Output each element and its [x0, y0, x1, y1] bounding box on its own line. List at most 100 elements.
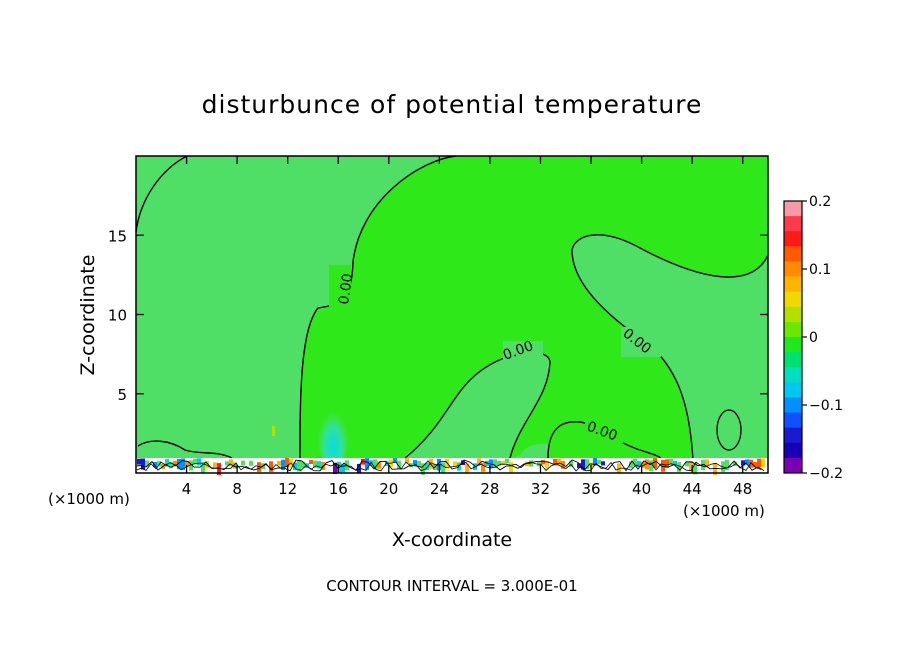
boundary-cell — [229, 459, 233, 467]
boundary-cell — [185, 460, 189, 467]
x-tick-label: 36 — [581, 480, 600, 498]
colorbar: 0.2 0.1 0 −0.1 −0.2 — [783, 194, 843, 482]
boundary-cell — [357, 463, 361, 474]
boundary-cell — [593, 458, 597, 466]
boundary-cell — [505, 458, 509, 464]
colorbar-tick-label: 0.2 — [809, 194, 831, 210]
colorbar-swatch — [784, 367, 802, 383]
boundary-cell — [501, 460, 505, 465]
boundary-cell — [277, 460, 281, 466]
boundary-cell — [225, 461, 229, 466]
contour-right — [571, 234, 769, 461]
contour-labels: 0.00 0.00 0.00 0.00 — [329, 265, 661, 444]
boundary-cell — [445, 458, 449, 469]
boundary-cell — [725, 459, 729, 471]
contour-interval-note: CONTOUR INTERVAL = 3.000E-01 — [326, 577, 577, 595]
boundary-cell — [629, 461, 633, 469]
boundary-cell — [169, 462, 173, 469]
boundary-cell — [257, 462, 261, 472]
boundary-cell — [361, 459, 365, 465]
colorbar-swatch — [784, 442, 802, 459]
boundary-cell — [569, 460, 573, 467]
boundary-cell — [597, 459, 601, 465]
chart-title: disturbunce of potential temperature — [202, 90, 703, 119]
boundary-cell — [589, 462, 593, 468]
boundary-cell — [665, 459, 669, 468]
boundary-cell — [513, 459, 517, 464]
colorbar-tick-label: 0 — [809, 330, 818, 346]
boundary-cell — [297, 460, 301, 472]
boundary-cell — [757, 458, 761, 468]
boundary-cell — [517, 463, 521, 475]
boundary-cell — [613, 463, 617, 470]
boundary-cell — [401, 458, 405, 466]
boundary-cell — [669, 458, 673, 465]
boundary-cell — [301, 461, 305, 468]
positive-region — [136, 156, 768, 460]
boundary-cell — [137, 458, 141, 465]
colorbar-swatch — [784, 321, 802, 338]
x-tick-label: 44 — [683, 480, 702, 498]
boundary-cell — [449, 461, 453, 469]
colorbar-tick-label: 0.1 — [809, 262, 831, 278]
x-tick-label: 20 — [379, 480, 398, 498]
boundary-cell — [465, 463, 469, 474]
boundary-cell — [245, 460, 249, 472]
boundary-cell — [413, 460, 417, 466]
boundary-cell — [441, 462, 445, 473]
x-tick-label: 32 — [531, 480, 550, 498]
boundary-cell — [749, 459, 753, 468]
boundary-cell — [285, 458, 289, 467]
x-tick-label: 28 — [480, 480, 499, 498]
boundary-cell — [621, 460, 625, 468]
x-tick-label: 4 — [182, 480, 192, 498]
colorbar-swatch — [784, 231, 802, 247]
boundary-cell — [661, 459, 665, 472]
boundary-cell — [601, 461, 605, 466]
boundary-cell — [453, 461, 457, 467]
colorbar-swatch — [784, 337, 802, 353]
boundary-cell — [529, 460, 533, 467]
boundary-contours — [136, 461, 762, 472]
boundary-cell — [197, 458, 201, 466]
boundary-cell — [273, 458, 277, 467]
boundary-cell — [545, 461, 549, 470]
y-tick-label: 10 — [108, 307, 127, 325]
contour-label: 0.00 — [336, 272, 356, 305]
boundary-cell — [549, 458, 553, 466]
boundary-cell — [193, 458, 197, 465]
cold-plume — [317, 397, 349, 467]
boundary-cell — [557, 458, 561, 466]
y-axis: 5 10 15 — [108, 227, 768, 404]
boundary-cell — [333, 462, 337, 475]
boundary-cell — [533, 461, 537, 467]
boundary-cell — [309, 459, 313, 465]
y-tick-label: 15 — [108, 227, 127, 245]
boundary-cell — [481, 462, 485, 472]
boundary-cell — [369, 460, 373, 466]
boundary-cell — [617, 463, 621, 473]
boundary-cell — [145, 460, 149, 467]
boundary-cell — [641, 461, 645, 468]
boundary-cell — [157, 460, 161, 467]
boundary-cell — [761, 458, 765, 468]
boundary-cell — [705, 459, 709, 466]
boundary-cell — [189, 460, 193, 471]
x-axis: 4 8 12 16 20 24 28 32 36 40 44 48 — [182, 156, 752, 498]
colorbar-swatch — [784, 306, 802, 323]
boundary-cell — [365, 458, 369, 470]
colorbar-swatch — [784, 397, 802, 414]
boundary-cell — [689, 461, 693, 472]
boundary-cell — [633, 458, 637, 467]
x-tick-label: 40 — [632, 480, 651, 498]
boundary-cell — [625, 459, 629, 470]
x-tick-label: 16 — [329, 480, 348, 498]
boundary-cell — [509, 462, 513, 474]
boundary-cell — [425, 462, 429, 471]
boundary-cell — [141, 458, 145, 470]
boundary-cell — [605, 460, 609, 471]
boundary-cell — [349, 461, 353, 469]
contour-bottom-left — [137, 440, 233, 459]
boundary-cell — [673, 460, 677, 466]
